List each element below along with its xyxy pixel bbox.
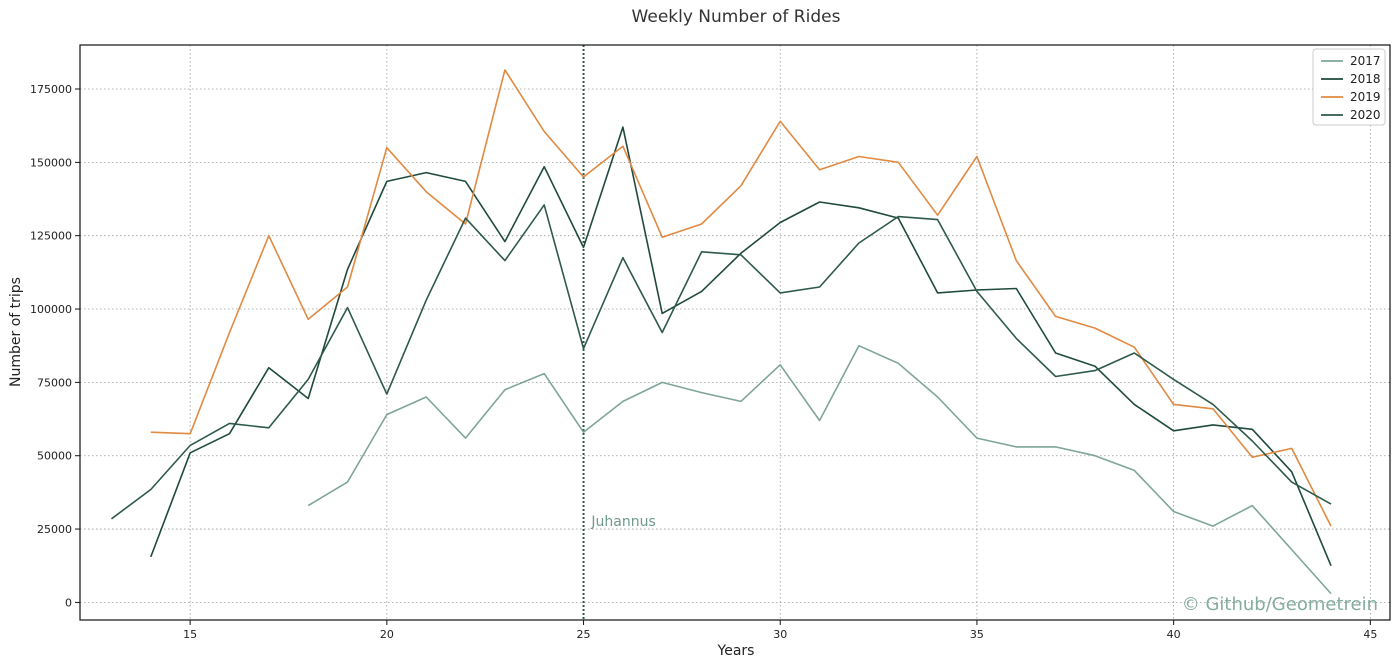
y-tick-label: 75000 bbox=[37, 376, 72, 389]
y-tick-label: 100000 bbox=[30, 303, 72, 316]
series-line-2020 bbox=[111, 204, 1332, 520]
series-line-2017 bbox=[307, 344, 1332, 595]
y-tick-label: 125000 bbox=[30, 230, 72, 243]
plot-frame bbox=[79, 44, 1391, 621]
x-tick-label: 30 bbox=[773, 628, 787, 641]
x-tick-label: 25 bbox=[577, 628, 591, 641]
x-tick-label: 15 bbox=[183, 628, 197, 641]
y-axis-label: Number of trips bbox=[8, 277, 24, 387]
grid-layer bbox=[80, 45, 1390, 620]
series-layer bbox=[111, 69, 1332, 595]
annotation-label-juhannus: Juhannus bbox=[590, 514, 655, 530]
tick-layer: 15 20 25 30 35 40 45 0 25000 50000 75000 100000 1250… bbox=[30, 83, 1377, 641]
legend-label-2020: 2020 bbox=[1350, 108, 1381, 122]
legend-box bbox=[1312, 48, 1386, 126]
x-tick-label: 20 bbox=[380, 628, 394, 641]
watermark: © Github/Geometrein bbox=[1182, 594, 1378, 615]
x-tick-label: 45 bbox=[1363, 628, 1377, 641]
chart-title: Weekly Number of Rides bbox=[632, 7, 841, 27]
legend: 2017 2018 2019 2020 bbox=[1312, 48, 1386, 126]
y-tick-label: 175000 bbox=[30, 83, 72, 96]
y-tick-label: 25000 bbox=[37, 523, 72, 536]
x-tick-label: 40 bbox=[1167, 628, 1181, 641]
series-line-2018 bbox=[150, 126, 1332, 567]
series-line-2019 bbox=[150, 69, 1332, 527]
legend-label-2017: 2017 bbox=[1350, 54, 1381, 68]
y-tick-label: 150000 bbox=[30, 156, 72, 169]
legend-label-2018: 2018 bbox=[1350, 72, 1381, 86]
x-tick-label: 35 bbox=[970, 628, 984, 641]
y-tick-label: 0 bbox=[65, 596, 72, 609]
legend-label-2019: 2019 bbox=[1350, 90, 1381, 104]
x-axis-label: Years bbox=[717, 643, 755, 659]
y-tick-label: 50000 bbox=[37, 450, 72, 463]
